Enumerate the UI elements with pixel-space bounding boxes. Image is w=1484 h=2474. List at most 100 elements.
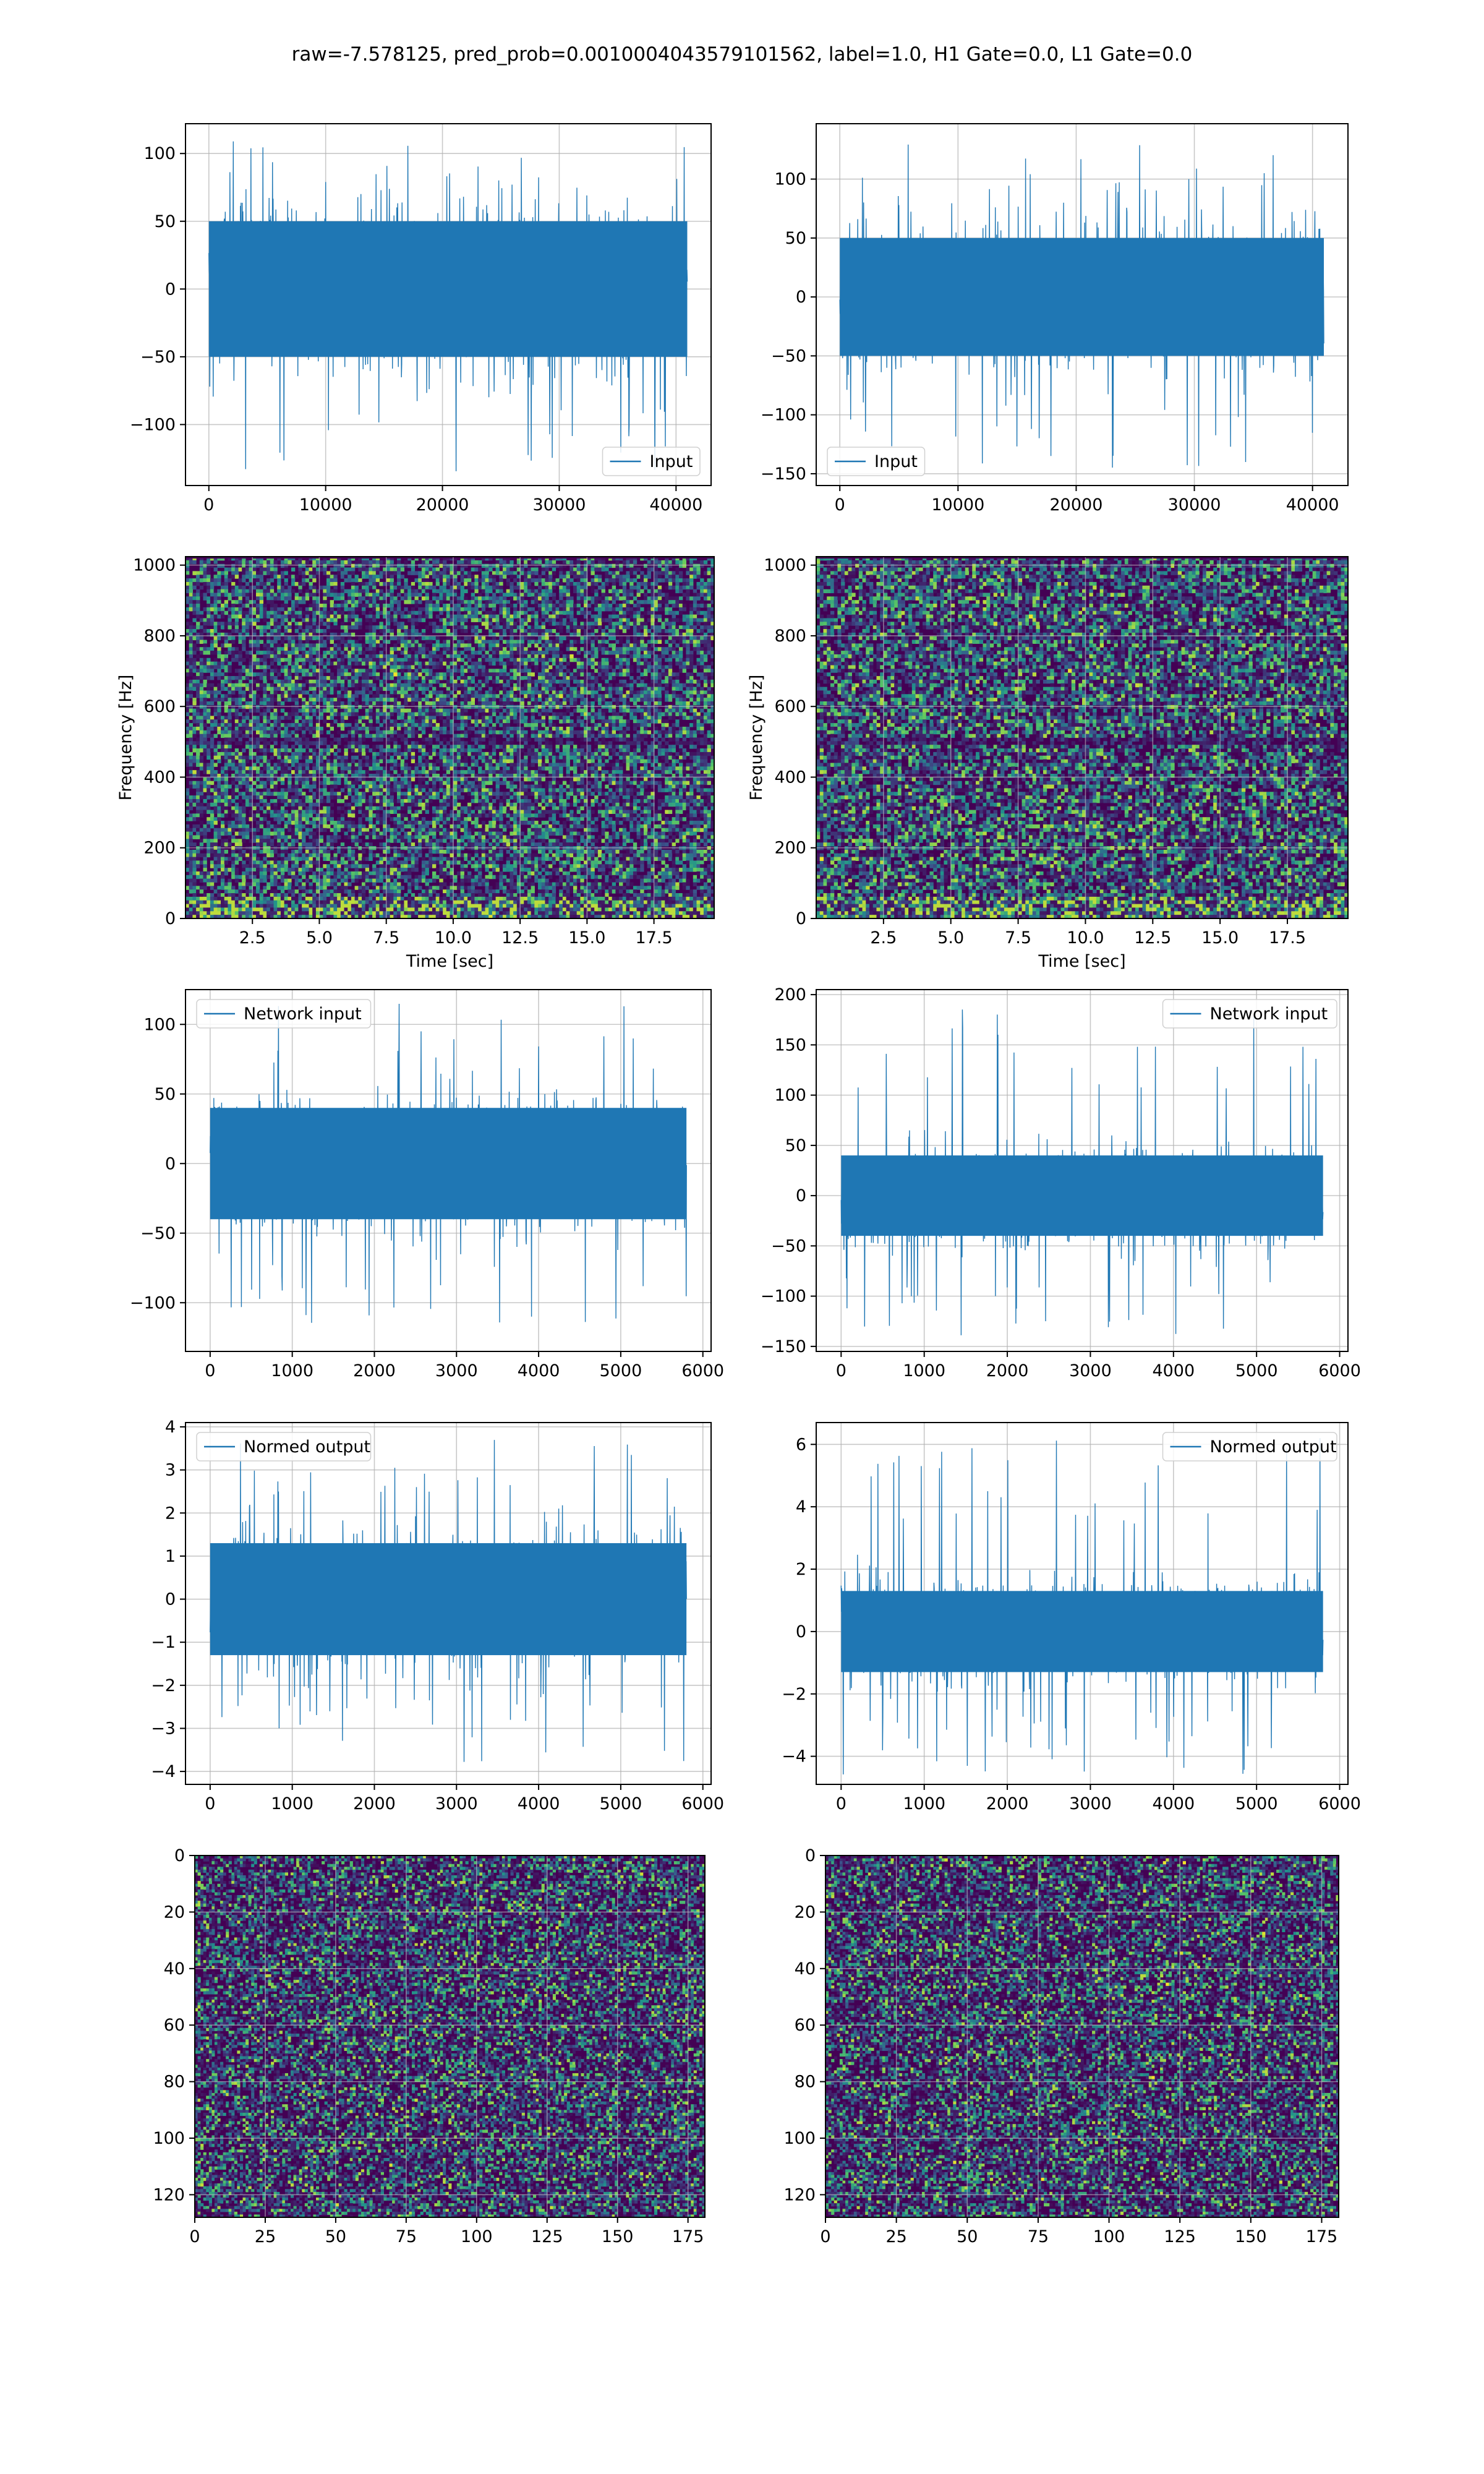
heatmap-cell bbox=[320, 658, 323, 662]
heatmap-cell bbox=[267, 636, 270, 640]
heatmap-cell bbox=[252, 607, 256, 611]
heatmap-cell bbox=[608, 629, 612, 633]
heatmap-cell bbox=[707, 643, 711, 647]
heatmap-cell bbox=[298, 647, 302, 651]
heatmap-cell bbox=[457, 596, 461, 600]
heatmap-cell bbox=[461, 615, 464, 618]
heatmap-cell bbox=[474, 611, 478, 615]
heatmap-cell bbox=[531, 625, 535, 629]
heatmap-cell bbox=[569, 560, 573, 564]
heatmap-cell bbox=[637, 622, 641, 625]
heatmap-cell bbox=[372, 589, 376, 593]
heatmap-cell bbox=[619, 618, 623, 622]
heatmap-cell bbox=[284, 629, 288, 633]
heatmap-cell bbox=[531, 575, 535, 578]
heatmap-cell bbox=[333, 575, 337, 578]
heatmap-cell bbox=[217, 647, 221, 651]
x-tick-label: 0 bbox=[203, 495, 214, 515]
heatmap-cell bbox=[337, 593, 341, 597]
heatmap-cell bbox=[513, 575, 517, 578]
heatmap-cell bbox=[538, 651, 542, 654]
heatmap-cell bbox=[707, 625, 711, 629]
heatmap-cell bbox=[569, 640, 573, 644]
heatmap-cell bbox=[221, 636, 224, 640]
heatmap-cell bbox=[203, 564, 207, 568]
heatmap-cell bbox=[569, 578, 573, 582]
heatmap-cell bbox=[189, 625, 193, 629]
heatmap-cell bbox=[305, 651, 309, 654]
heatmap-cell bbox=[224, 662, 228, 666]
heatmap-cell bbox=[443, 658, 446, 662]
heatmap-cell bbox=[594, 636, 598, 640]
heatmap-cell bbox=[309, 611, 313, 615]
heatmap-cell bbox=[260, 575, 263, 578]
heatmap-cell bbox=[245, 582, 249, 586]
heatmap-cell bbox=[548, 615, 552, 618]
heatmap-cell bbox=[344, 578, 348, 582]
heatmap-cell bbox=[252, 568, 256, 571]
heatmap-cell bbox=[499, 586, 503, 589]
heatmap-cell bbox=[192, 582, 196, 586]
heatmap-cell bbox=[623, 575, 626, 578]
heatmap-cell bbox=[348, 611, 351, 615]
heatmap-cell bbox=[203, 568, 207, 571]
heatmap-cell bbox=[256, 575, 260, 578]
heatmap-cell bbox=[224, 578, 228, 582]
heatmap-cell bbox=[573, 618, 577, 622]
heatmap-cell bbox=[675, 571, 679, 575]
heatmap-cell bbox=[482, 564, 485, 568]
heatmap-cell bbox=[380, 658, 383, 662]
heatmap-cell bbox=[189, 622, 193, 625]
heatmap-cell bbox=[672, 611, 676, 615]
heatmap-cell bbox=[344, 618, 348, 622]
heatmap-cell bbox=[503, 629, 506, 633]
heatmap-cell bbox=[362, 571, 365, 575]
heatmap-cell bbox=[689, 615, 693, 618]
heatmap-cell bbox=[647, 654, 651, 658]
heatmap-cell bbox=[351, 582, 355, 586]
heatmap-cell bbox=[602, 600, 605, 604]
heatmap-cell bbox=[436, 600, 440, 604]
heatmap-cell bbox=[566, 589, 570, 593]
heatmap-cell bbox=[358, 618, 362, 622]
heatmap-cell bbox=[380, 629, 383, 633]
heatmap-cell bbox=[443, 618, 446, 622]
heatmap-cell bbox=[337, 571, 341, 575]
heatmap-cell bbox=[672, 571, 676, 575]
heatmap-cell bbox=[464, 560, 467, 564]
heatmap-cell bbox=[573, 571, 577, 575]
heatmap-cell bbox=[291, 578, 295, 582]
heatmap-cell bbox=[411, 622, 415, 625]
heatmap-cell bbox=[256, 600, 260, 604]
heatmap-cell bbox=[284, 582, 288, 586]
heatmap-cell bbox=[697, 571, 701, 575]
heatmap-cell bbox=[608, 571, 612, 575]
heatmap-cell bbox=[542, 607, 545, 611]
heatmap-cell bbox=[443, 564, 446, 568]
heatmap-cell bbox=[333, 651, 337, 654]
heatmap-cell bbox=[686, 654, 689, 658]
heatmap-cell bbox=[626, 651, 630, 654]
heatmap-cell bbox=[256, 636, 260, 640]
heatmap-cell bbox=[545, 658, 548, 662]
heatmap-cell bbox=[644, 625, 647, 629]
heatmap-cell bbox=[429, 564, 432, 568]
heatmap-cell bbox=[376, 589, 380, 593]
heatmap-cell bbox=[411, 658, 415, 662]
heatmap-cell bbox=[239, 596, 242, 600]
heatmap-cell bbox=[598, 640, 602, 644]
heatmap-cell bbox=[312, 658, 316, 662]
heatmap-cell bbox=[492, 578, 496, 582]
heatmap-cell bbox=[488, 575, 492, 578]
heatmap-cell bbox=[231, 636, 235, 640]
heatmap-cell bbox=[351, 568, 355, 571]
heatmap-cell bbox=[605, 571, 608, 575]
heatmap-cell bbox=[274, 636, 278, 640]
heatmap-cell bbox=[372, 651, 376, 654]
heatmap-cell bbox=[281, 615, 284, 618]
heatmap-cell bbox=[542, 571, 545, 575]
subplot-row1-right: 0 10000 20000 30000 40000−150−100−50050100In… bbox=[761, 124, 1348, 515]
heatmap-cell bbox=[457, 651, 461, 654]
heatmap-cell bbox=[372, 618, 376, 622]
heatmap-cell bbox=[320, 611, 323, 615]
